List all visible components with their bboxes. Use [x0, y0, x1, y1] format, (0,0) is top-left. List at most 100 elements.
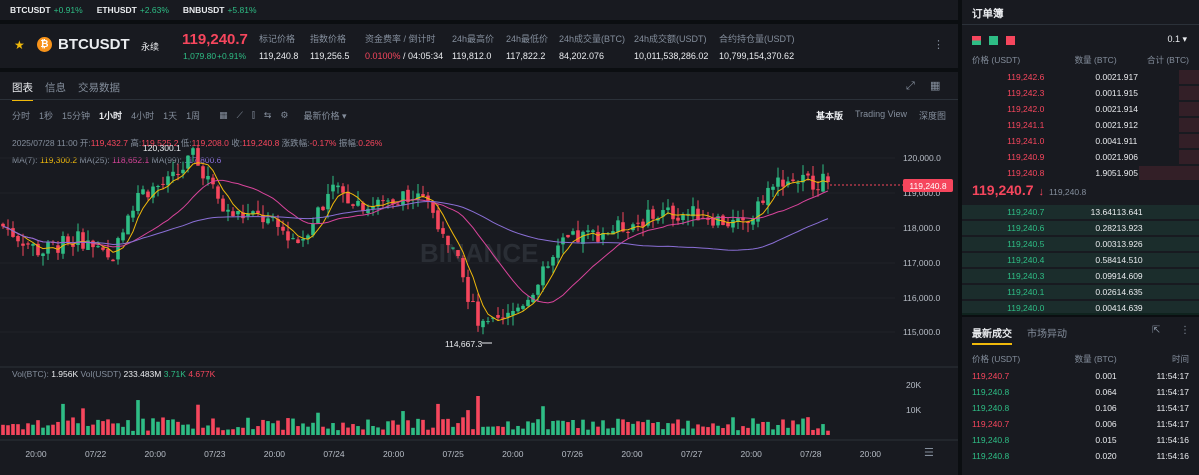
volume-bar — [126, 420, 130, 435]
candle-body — [321, 206, 325, 211]
candle-body — [726, 222, 730, 227]
orderbook-row[interactable]: 119,241.1 0.002 1.912 — [962, 117, 1199, 133]
symbol-name[interactable]: BTCUSDT — [58, 36, 130, 53]
tab-info[interactable]: 信息 — [45, 82, 66, 94]
volume-bar — [651, 423, 655, 435]
ticker-item[interactable]: BTCUSDT +0.91% — [10, 5, 83, 15]
volume-bar — [206, 425, 210, 435]
fullscreen-icon[interactable]: ⤢ — [906, 80, 915, 92]
candle-body — [226, 209, 230, 212]
volume-bar — [766, 421, 770, 435]
y-tick-label: 118,000.0 — [903, 223, 940, 233]
orderbook-row[interactable]: 119,240.6 0.282 13.923 — [962, 220, 1199, 236]
volume-bar — [681, 428, 685, 435]
stat-mark: 标记价格 119,240.8 — [259, 34, 299, 61]
orderbook-row[interactable]: 119,240.4 0.584 14.510 — [962, 252, 1199, 268]
interval-1d[interactable]: 1天 — [163, 111, 178, 121]
orderbook-row[interactable]: 119,241.0 0.004 1.911 — [962, 133, 1199, 149]
mid-price[interactable]: 119,240.7 ↓ 119,240.8 — [972, 182, 1087, 198]
candlestick-chart[interactable]: 120,000.0 119,000.0 118,000.0 117,000.0 116,… — [0, 72, 958, 475]
interval-1s[interactable]: 1秒 — [39, 111, 54, 121]
candle-body — [191, 148, 195, 155]
candle-body — [646, 209, 650, 226]
orderbook-row[interactable]: 119,240.7 13.641 13.641 — [962, 204, 1199, 220]
volume-bar — [776, 424, 780, 435]
candle-body — [431, 202, 435, 213]
orderbook-row[interactable]: 119,240.9 0.002 1.906 — [962, 149, 1199, 165]
volume-bar — [636, 421, 640, 435]
interval-4h[interactable]: 4小时 — [131, 111, 155, 121]
tick-size-select[interactable]: 0.1 ▾ — [1167, 34, 1187, 44]
ticker-item[interactable]: BNBUSDT +5.81% — [182, 5, 257, 15]
tab-market-movers[interactable]: 市场异动 — [1027, 329, 1067, 340]
indicator-icon[interactable]: ⟋ — [236, 110, 243, 120]
star-icon[interactable]: ★ — [14, 38, 25, 52]
settings-icon[interactable]: ⚙ — [280, 110, 289, 120]
ma99-line — [2, 201, 829, 251]
interval-1w[interactable]: 1周 — [186, 111, 201, 121]
more-icon[interactable]: ⋮ — [933, 39, 944, 51]
candle-body — [286, 231, 290, 241]
view-depth[interactable]: 深度图 — [918, 111, 946, 121]
candle-body — [746, 221, 750, 224]
candle-body — [516, 307, 520, 312]
view-tradingview[interactable]: Trading View — [854, 109, 907, 119]
candle-body — [456, 250, 460, 257]
orderbook-row[interactable]: 119,242.6 0.002 1.917 — [962, 69, 1199, 85]
candle-body — [331, 184, 335, 192]
calendar-icon[interactable]: ▦ — [219, 110, 228, 120]
candle-body — [776, 177, 780, 187]
orderbook-row[interactable]: 119,240.5 0.003 13.926 — [962, 236, 1199, 252]
volume-bar — [286, 418, 290, 435]
trade-row[interactable]: 119,240.7 0.001 11:54:17 — [972, 371, 1189, 381]
interval-1h[interactable]: 1小时 — [99, 111, 123, 121]
orderbook-row[interactable]: 119,240.8 1.905 1.905 — [962, 165, 1199, 181]
latest-price-select[interactable]: 最新价格 ▾ — [303, 111, 347, 121]
candle-body — [261, 214, 265, 223]
mode-bids-icon[interactable] — [989, 36, 998, 45]
popout-icon[interactable]: ⇱ — [1152, 325, 1161, 336]
trade-row[interactable]: 119,240.7 0.006 11:54:17 — [972, 419, 1189, 429]
volume-bar — [691, 428, 695, 435]
volume-bar — [521, 428, 525, 435]
orderbook-row[interactable]: 119,242.0 0.002 1.914 — [962, 101, 1199, 117]
ticker-item[interactable]: ETHUSDT +2.63% — [96, 5, 169, 15]
price-axis-settings-icon[interactable]: ☰ — [924, 447, 934, 459]
trade-row[interactable]: 119,240.8 0.015 11:54:16 — [972, 435, 1189, 445]
orderbook-row[interactable]: 119,242.3 0.001 1.915 — [962, 85, 1199, 101]
orderbook-row[interactable]: 119,240.0 0.004 14.639 — [962, 300, 1199, 316]
orderbook-row[interactable]: 119,240.1 0.026 14.635 — [962, 284, 1199, 300]
last-price: 119,240.7 — [182, 31, 248, 48]
volume-bar — [641, 422, 645, 435]
more-icon[interactable]: ⋮ — [1180, 325, 1190, 336]
candle-type-icon[interactable]: ⫿ — [251, 110, 255, 120]
volume-bar — [131, 430, 135, 435]
mode-both-icon[interactable] — [972, 36, 981, 45]
trade-row[interactable]: 119,240.8 0.106 11:54:17 — [972, 403, 1189, 413]
layout-icon[interactable]: ▦ — [930, 80, 941, 92]
orderbook-row[interactable]: 119,240.3 0.099 14.609 — [962, 268, 1199, 284]
interval-time[interactable]: 分时 — [12, 111, 31, 121]
interval-15m[interactable]: 15分钟 — [62, 111, 91, 121]
view-basic[interactable]: 基本版 — [815, 111, 843, 121]
drawing-icon[interactable]: ⇆ — [263, 110, 272, 120]
vol-tick-label: 10K — [906, 405, 921, 415]
volume-bar — [261, 419, 265, 435]
candle-body — [81, 232, 85, 249]
candle-body — [251, 211, 255, 215]
tab-trading-data[interactable]: 交易数据 — [78, 82, 120, 94]
tab-chart[interactable]: 图表 — [12, 80, 33, 101]
candle-body — [781, 179, 785, 187]
volume-bar — [721, 428, 725, 435]
trade-row[interactable]: 119,240.8 0.064 11:54:17 — [972, 387, 1189, 397]
trade-row[interactable]: 119,240.8 0.020 11:54:16 — [972, 451, 1189, 461]
volume-bar — [596, 426, 600, 435]
candle-body — [791, 179, 795, 182]
volume-bar — [676, 419, 680, 435]
volume-bar — [741, 426, 745, 435]
mode-asks-icon[interactable] — [1006, 36, 1015, 45]
tab-latest-trades[interactable]: 最新成交 — [972, 325, 1012, 345]
y-tick-label: 117,000.0 — [903, 258, 940, 268]
volume-bar — [81, 408, 85, 435]
candle-body — [166, 176, 170, 186]
